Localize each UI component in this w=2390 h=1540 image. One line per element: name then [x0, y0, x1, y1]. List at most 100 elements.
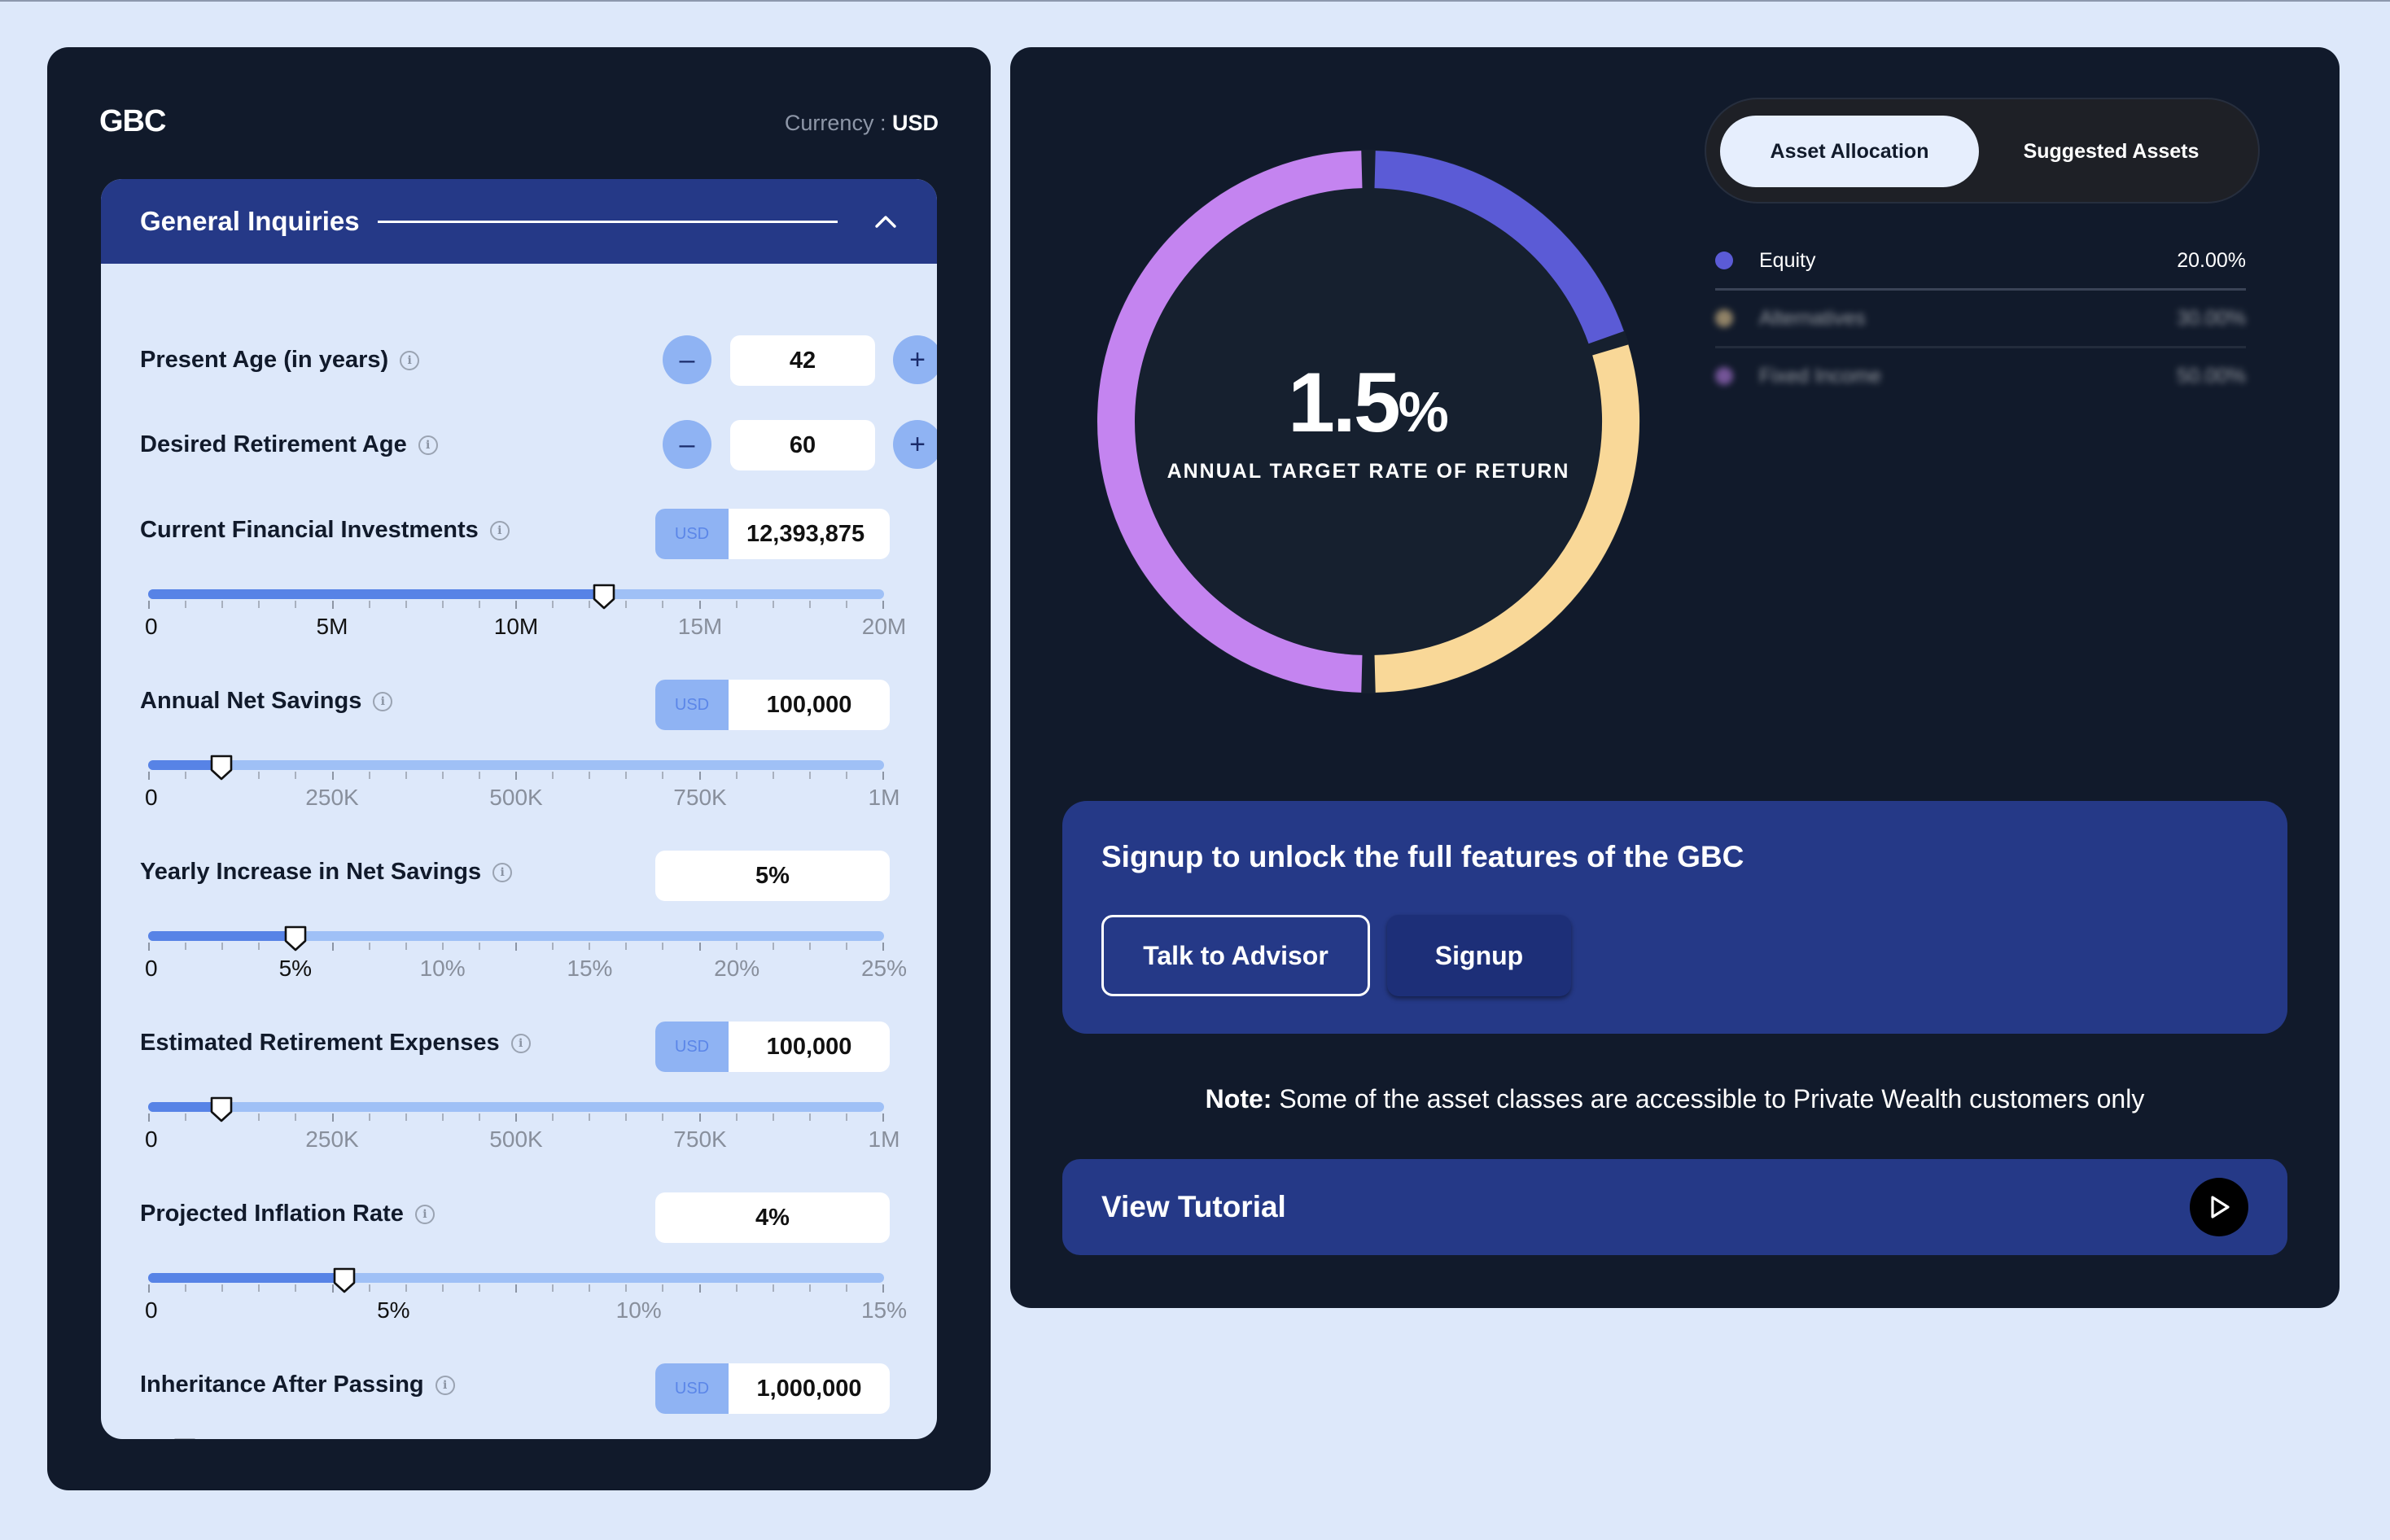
currency-value: USD [891, 111, 939, 135]
slider-ticks [148, 601, 884, 609]
inflation-input[interactable]: 4% [655, 1192, 890, 1243]
info-icon[interactable]: i [492, 862, 513, 882]
slider-tick-label: 500K [489, 1127, 543, 1152]
view-tutorial-label: View Tutorial [1101, 1190, 1286, 1223]
legend-name: Fixed Income [1759, 364, 1882, 387]
chevron-up-icon[interactable] [873, 209, 898, 234]
slider-tick [148, 1113, 150, 1122]
legend-item-alternatives: Alternatives 30.00% [1715, 291, 2246, 346]
input-value[interactable]: 100,000 [766, 1033, 852, 1060]
slider-tick [772, 943, 774, 950]
play-icon[interactable] [2190, 1178, 2248, 1236]
info-icon[interactable]: i [414, 1204, 435, 1224]
slider-tick [258, 1113, 260, 1121]
slider-tick [258, 943, 260, 950]
slider-tick [515, 601, 517, 609]
slider-track[interactable] [148, 760, 884, 770]
info-icon[interactable]: i [373, 691, 393, 711]
slider-tick [698, 1113, 701, 1122]
field-label: Estimated Retirement Expenses i [140, 1030, 531, 1057]
slider-tick-label: 10% [419, 956, 466, 981]
slider-tick [882, 1113, 884, 1122]
slider-tick-label: 5% [377, 1297, 410, 1323]
slider-tick [441, 1113, 444, 1121]
signup-card: Signup to unlock the full features of th… [1062, 801, 2287, 1034]
slider-ticks [148, 1284, 884, 1293]
retirement-expenses-input[interactable]: USD 100,000 [655, 1022, 890, 1072]
slider-tick [882, 943, 884, 951]
yearly-increase-slider[interactable]: 0 5% 10% 15% 20% 25% [145, 925, 907, 981]
inflation-slider[interactable]: 0 5% 10% 15% [145, 1267, 907, 1323]
slider-tick-label: 1M [868, 1127, 900, 1152]
info-icon[interactable]: i [400, 350, 420, 370]
slider-thumb[interactable] [209, 754, 234, 781]
increment-button[interactable]: + [893, 335, 937, 384]
slider-track[interactable] [148, 1102, 884, 1112]
view-tutorial-bar[interactable]: View Tutorial [1062, 1159, 2287, 1255]
info-icon[interactable]: i [435, 1375, 455, 1395]
slider-tick [515, 1284, 517, 1293]
slider-track[interactable] [148, 931, 884, 941]
legend-name: Alternatives [1759, 306, 1866, 330]
slider-tick-label: 20M [861, 614, 907, 639]
slider-tick [405, 1284, 407, 1292]
talk-to-advisor-button[interactable]: Talk to Advisor [1101, 915, 1370, 996]
slider-thumb[interactable] [283, 925, 308, 952]
decrement-button[interactable]: – [663, 420, 711, 469]
slider-thumb[interactable] [332, 1267, 357, 1294]
slider-tick [882, 772, 884, 780]
slider-tick [221, 943, 224, 950]
retirement-age-input[interactable]: 60 [730, 420, 875, 470]
slider-tick [845, 1284, 847, 1292]
slider-thumb[interactable] [173, 1437, 197, 1439]
slider-tick-label: 250K [305, 1127, 359, 1152]
field-label: Desired Retirement Age i [140, 431, 438, 458]
slider-tick [589, 601, 591, 608]
inheritance-input[interactable]: USD 1,000,000 [655, 1363, 890, 1414]
slider-tick [148, 772, 150, 780]
slider-tick [185, 1284, 187, 1292]
slider-tick-label: 1M [868, 785, 900, 810]
net-savings-input[interactable]: USD 100,000 [655, 680, 890, 730]
slider-fill [148, 1273, 345, 1283]
slider-tick [662, 1113, 664, 1121]
slider-tick [368, 1113, 370, 1121]
slider-tick [698, 943, 701, 951]
slider-tick [845, 601, 847, 608]
signup-button[interactable]: Signup [1387, 915, 1571, 996]
legend-item-equity: Equity 20.00% [1715, 233, 2246, 288]
target-rate-display: 1.5% ANNUAL TARGET RATE OF RETURN [1092, 145, 1645, 698]
target-rate-value: 1.5% [1288, 361, 1449, 445]
net-savings-slider[interactable]: 0 250K 500K 750K 1M [145, 755, 900, 810]
input-value[interactable]: 1,000,000 [756, 1375, 862, 1402]
slider-tick [478, 1284, 480, 1292]
input-value[interactable]: 12,393,875 [746, 520, 865, 547]
tab-suggested-assets[interactable]: Suggested Assets [2023, 139, 2200, 163]
currency-label: Currency : [784, 111, 886, 135]
general-inquiries-header[interactable]: General Inquiries [101, 179, 937, 264]
slider-tick-label: 10% [615, 1297, 662, 1323]
slider-tick [185, 943, 187, 950]
legend-divider [1715, 288, 2246, 291]
increment-button[interactable]: + [893, 420, 937, 469]
decrement-button[interactable]: – [663, 335, 711, 384]
slider-thumb[interactable] [209, 1096, 234, 1123]
slider-tick [515, 943, 517, 951]
info-icon[interactable]: i [489, 520, 510, 540]
yearly-increase-input[interactable]: 5% [655, 851, 890, 901]
slider-tick-label: 750K [673, 785, 727, 810]
investments-input[interactable]: USD 12,393,875 [655, 509, 890, 559]
retirement-expenses-slider[interactable]: 0 250K 500K 750K 1M [145, 1096, 900, 1152]
input-value[interactable]: 100,000 [766, 691, 852, 718]
legend-color-dot [1715, 252, 1733, 269]
slider-tick [258, 1284, 260, 1292]
info-icon[interactable]: i [418, 435, 438, 455]
info-icon[interactable]: i [510, 1033, 531, 1053]
slider-tick [735, 772, 738, 779]
results-panel: 1.5% ANNUAL TARGET RATE OF RETURN Asset … [1010, 47, 2340, 1308]
investments-slider[interactable]: 0 5M 10M 15M 20M [145, 584, 906, 639]
present-age-input[interactable]: 42 [730, 335, 875, 386]
slider-tick [698, 1284, 701, 1293]
tab-asset-allocation[interactable]: Asset Allocation [1720, 116, 1979, 187]
slider-thumb[interactable] [592, 583, 616, 610]
